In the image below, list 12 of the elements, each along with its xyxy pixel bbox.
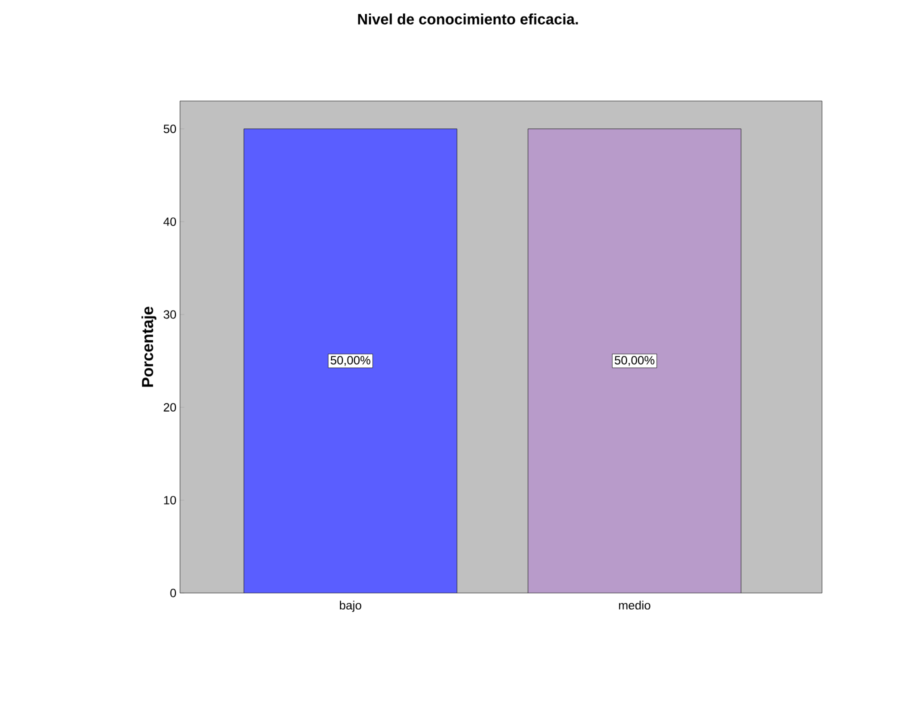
data-label: 50,00% bbox=[330, 356, 370, 366]
y-tick-label: 20 bbox=[164, 403, 176, 412]
y-tick-label: 40 bbox=[163, 217, 176, 226]
data-label: 50,00% bbox=[614, 356, 654, 366]
y-tick-label: 30 bbox=[164, 310, 176, 319]
y-axis-title: Porcentaje bbox=[141, 306, 156, 387]
x-tick-label: bajo bbox=[340, 600, 362, 612]
y-tick-label: 50 bbox=[164, 124, 176, 134]
chart-title: Nivel de conocimiento eficacia. bbox=[358, 14, 578, 24]
x-tick-label: medio bbox=[619, 600, 650, 610]
y-tick-label: 0 bbox=[170, 588, 176, 598]
y-tick-label: 10 bbox=[164, 496, 176, 504]
